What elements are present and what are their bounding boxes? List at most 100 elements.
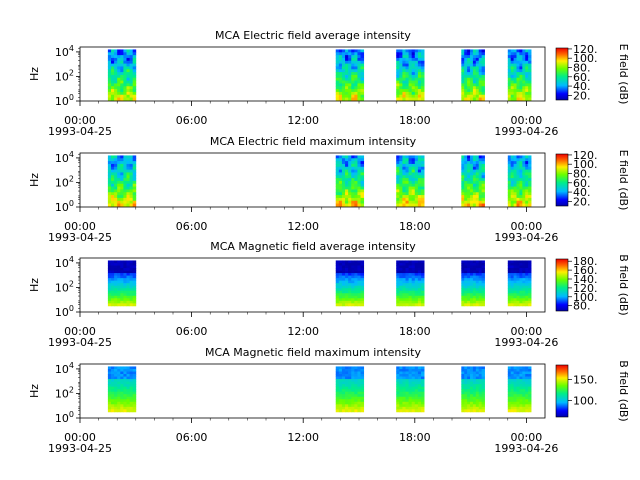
colorbar-label: E field (dB) [617, 44, 630, 105]
data-block [461, 366, 485, 413]
y-tick-label: 104 [55, 150, 74, 165]
colorbar-tick-label: 120. [573, 149, 598, 162]
panel-title: MCA Electric field average intensity [215, 29, 411, 42]
colorbar-tick-label: 140. [573, 273, 598, 286]
x-tick-label: 00:00 [64, 431, 96, 444]
x-tick-label: 18:00 [399, 220, 431, 233]
x-tick-label: 00:00 [64, 325, 96, 338]
panel-1: MCA Electric field average intensity 100 1… [28, 29, 630, 138]
colorbar-label: E field (dB) [617, 150, 630, 211]
data-block [107, 155, 137, 207]
colorbar-tick-label: 150. [573, 374, 598, 387]
x-tick-label: 12:00 [287, 431, 319, 444]
data-block [396, 260, 425, 307]
x-tick-label: 12:00 [287, 325, 319, 338]
panel-3: MCA Magnetic field average intensity 100 1… [28, 240, 630, 349]
colorbar-tick-label: 180. [573, 255, 598, 268]
x-date-end: 1993-04-26 [494, 231, 558, 244]
colorbar-tick-label: 120. [573, 282, 598, 295]
colorbar-label: B field (dB) [617, 254, 630, 315]
axes-frame [79, 363, 546, 419]
y-axis-label: Hz [28, 67, 41, 81]
colorbar-tick-label: 80. [573, 62, 591, 75]
colorbar-tick-label: 80. [573, 168, 591, 181]
y-tick-label: 102 [55, 385, 74, 400]
colorbar-tick-label: 60. [573, 71, 591, 84]
colorbar [555, 47, 569, 101]
y-axis-label: Hz [28, 173, 41, 187]
x-tick-label: 06:00 [176, 325, 208, 338]
x-date-start: 1993-04-25 [48, 125, 112, 138]
colorbar-tick-label: 100. [573, 158, 598, 171]
x-date-start: 1993-04-25 [48, 336, 112, 349]
y-axis-label: Hz [28, 384, 41, 398]
colorbar [555, 364, 569, 418]
y-tick-label: 102 [55, 174, 74, 189]
data-block [461, 49, 485, 101]
x-tick-label: 00:00 [511, 325, 543, 338]
y-tick-label: 104 [55, 361, 74, 376]
panel-title: MCA Electric field maximum intensity [210, 135, 417, 148]
y-tick-label: 104 [55, 255, 74, 270]
x-tick-label: 06:00 [176, 220, 208, 233]
x-date-end: 1993-04-26 [494, 125, 558, 138]
colorbar-tick-label: 80. [573, 300, 591, 313]
panel-2: MCA Electric field maximum intensity 100 1… [28, 135, 630, 244]
colorbar-tick-label: 120. [573, 43, 598, 56]
data-block [107, 260, 137, 307]
y-tick-label: 100 [55, 304, 74, 319]
x-date-end: 1993-04-26 [494, 442, 558, 455]
data-block [335, 260, 365, 307]
colorbar-label: B field (dB) [617, 360, 630, 421]
x-tick-label: 00:00 [64, 220, 96, 233]
colorbar-tick-label: 160. [573, 264, 598, 277]
colorbar-tick-label: 20. [573, 89, 591, 102]
data-block [507, 260, 532, 307]
x-tick-label: 00:00 [511, 114, 543, 127]
colorbar-tick-label: 60. [573, 177, 591, 190]
y-tick-label: 100 [55, 93, 74, 108]
x-date-end: 1993-04-26 [494, 336, 558, 349]
x-tick-label: 06:00 [176, 114, 208, 127]
y-tick-label: 102 [55, 279, 74, 294]
data-block [396, 155, 425, 207]
data-block [335, 366, 365, 413]
data-block [107, 49, 137, 101]
y-tick-label: 100 [55, 410, 74, 425]
panel-4: MCA Magnetic field maximum intensity 100 1… [28, 346, 630, 455]
y-tick-label: 104 [55, 44, 74, 59]
x-tick-label: 06:00 [176, 431, 208, 444]
data-block [461, 155, 485, 207]
x-tick-label: 18:00 [399, 325, 431, 338]
colorbar [555, 258, 569, 312]
colorbar-tick-label: 100. [573, 291, 598, 304]
data-block [507, 155, 532, 207]
y-tick-label: 102 [55, 68, 74, 83]
data-block [335, 155, 365, 207]
panel-title: MCA Magnetic field average intensity [210, 240, 416, 253]
y-tick-label: 100 [55, 199, 74, 214]
x-tick-label: 00:00 [64, 114, 96, 127]
panel-title: MCA Magnetic field maximum intensity [205, 346, 421, 359]
data-block [507, 366, 532, 413]
x-tick-label: 18:00 [399, 114, 431, 127]
colorbar-tick-label: 40. [573, 186, 591, 199]
x-tick-label: 00:00 [511, 220, 543, 233]
colorbar-tick-label: 100. [573, 52, 598, 65]
colorbar-tick-label: 20. [573, 195, 591, 208]
data-block [507, 49, 532, 101]
x-tick-label: 18:00 [399, 431, 431, 444]
colorbar-tick-label: 40. [573, 80, 591, 93]
axes-frame [79, 152, 546, 208]
data-block [107, 366, 137, 413]
axes-frame [79, 257, 546, 313]
x-tick-label: 12:00 [287, 114, 319, 127]
axes-frame [79, 46, 546, 102]
colorbar-tick-label: 100. [573, 394, 598, 407]
colorbar [555, 153, 569, 207]
x-tick-label: 12:00 [287, 220, 319, 233]
data-block [396, 49, 425, 101]
y-axis-label: Hz [28, 278, 41, 292]
x-date-start: 1993-04-25 [48, 231, 112, 244]
